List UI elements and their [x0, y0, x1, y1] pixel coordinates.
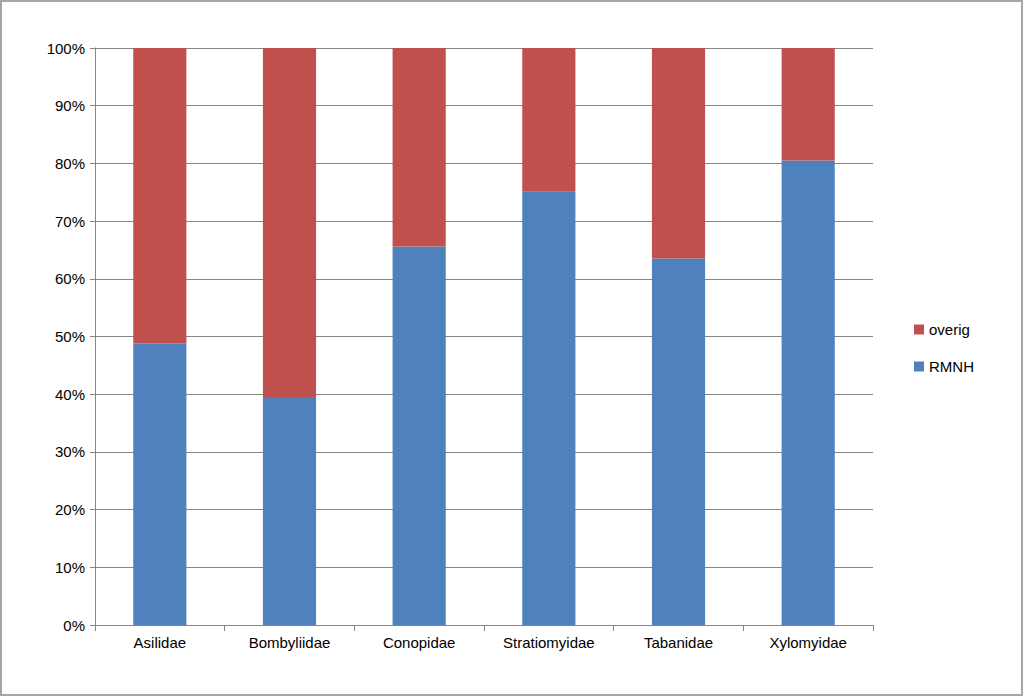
svg-text:10%: 10%	[55, 559, 85, 576]
svg-text:Stratiomyidae: Stratiomyidae	[503, 634, 595, 651]
svg-text:Bombyliidae: Bombyliidae	[249, 634, 331, 651]
svg-text:0%: 0%	[63, 617, 85, 634]
svg-text:Xylomyidae: Xylomyidae	[769, 634, 847, 651]
svg-text:Tabanidae: Tabanidae	[644, 634, 713, 651]
svg-text:90%: 90%	[55, 97, 85, 114]
svg-text:70%: 70%	[55, 213, 85, 230]
svg-text:60%: 60%	[55, 270, 85, 287]
svg-text:overig: overig	[929, 321, 970, 338]
svg-text:RMNH: RMNH	[929, 358, 974, 375]
svg-text:50%: 50%	[55, 328, 85, 345]
svg-text:Asilidae: Asilidae	[134, 634, 187, 651]
svg-text:20%: 20%	[55, 501, 85, 518]
svg-text:30%: 30%	[55, 443, 85, 460]
svg-text:Conopidae: Conopidae	[383, 634, 456, 651]
svg-text:40%: 40%	[55, 386, 85, 403]
svg-text:100%: 100%	[47, 40, 85, 57]
svg-text:80%: 80%	[55, 155, 85, 172]
